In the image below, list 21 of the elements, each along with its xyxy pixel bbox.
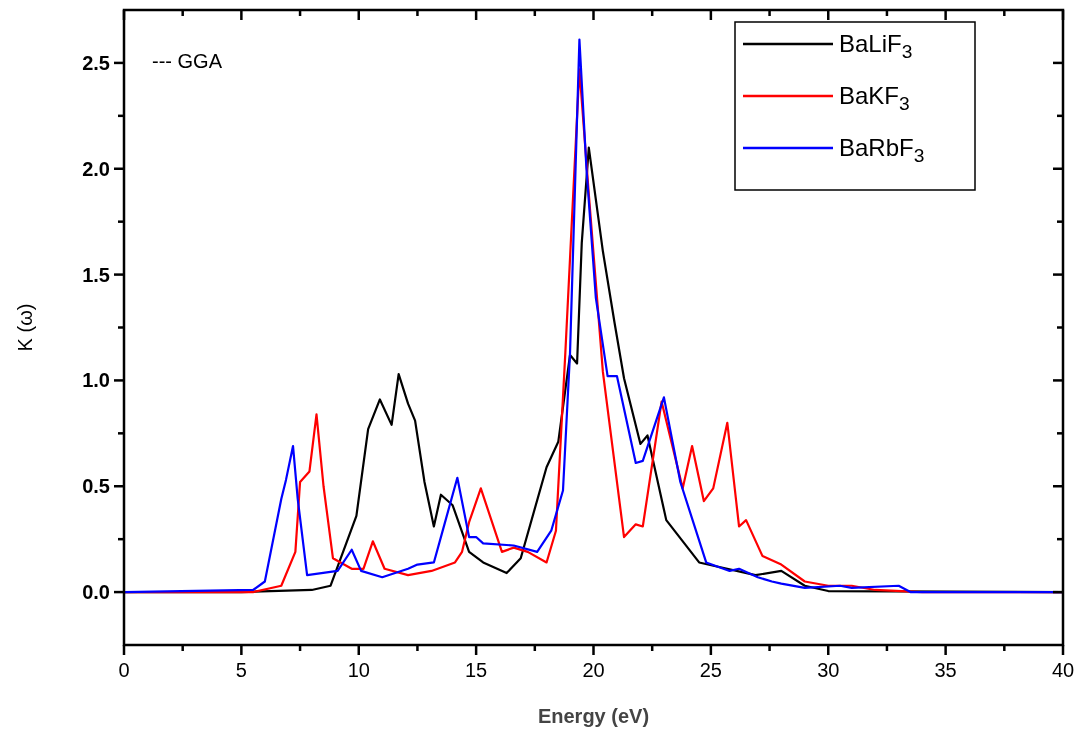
x-tick-label: 20 xyxy=(582,659,605,681)
x-axis-title: Energy (eV) xyxy=(537,705,650,727)
x-tick-label: 40 xyxy=(1051,659,1075,681)
y-tick-label: 1.5 xyxy=(82,263,110,286)
x-tick-label: 35 xyxy=(934,659,957,681)
y-tick-label: 2.0 xyxy=(82,157,110,180)
x-tick-label: 30 xyxy=(817,659,840,681)
x-tick-label: 15 xyxy=(465,659,488,681)
legend-label: BaRbF$_{3}$ xyxy=(839,134,925,166)
legend-label: BaKF$_{3}$ xyxy=(839,82,910,114)
x-tick-label: 25 xyxy=(699,659,722,681)
annotation: --- GGA xyxy=(152,50,223,72)
x-tick-label: 5 xyxy=(235,659,247,681)
y-tick-label: 2.5 xyxy=(82,51,110,74)
x-tick-label: 10 xyxy=(347,659,370,681)
y-tick-label: 0.5 xyxy=(82,475,110,498)
y-tick-label: 0.0 xyxy=(82,581,110,604)
legend-label: BaLiF$_{3}$ xyxy=(839,30,913,62)
x-tick-label: 0 xyxy=(118,659,130,681)
y-tick-label: 1.0 xyxy=(82,369,110,392)
y-axis-title: K (ω) xyxy=(14,303,36,352)
